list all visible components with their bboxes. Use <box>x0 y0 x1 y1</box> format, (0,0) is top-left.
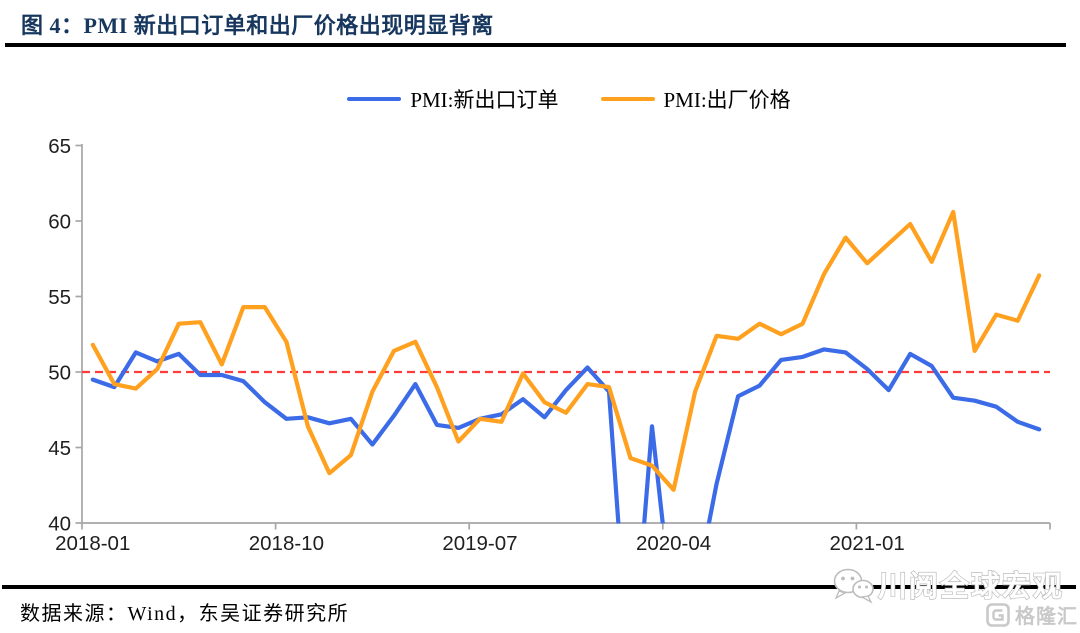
footer-divider <box>2 585 1076 589</box>
svg-text:2021-01: 2021-01 <box>830 532 905 555</box>
wechat-watermark-text: 川阅全球宏观 <box>878 569 1064 603</box>
x-axis: 2018-01 2018-10 2019-07 2020-04 2021-01 <box>55 523 1051 555</box>
svg-text:2018-10: 2018-10 <box>249 532 324 555</box>
legend-swatch-orange <box>600 96 655 102</box>
legend-swatch-blue <box>347 96 402 102</box>
svg-text:40: 40 <box>48 513 71 536</box>
wechat-watermark: 川阅全球宏观 <box>833 568 1064 604</box>
legend-label-factory-price: PMI:出厂价格 <box>663 88 791 112</box>
svg-text:2018-01: 2018-01 <box>55 532 130 555</box>
series-group <box>90 209 1042 524</box>
y-axis: 40 45 50 55 60 65 <box>48 135 82 536</box>
svg-text:65: 65 <box>48 135 71 158</box>
figure-title: 图 4：PMI 新出口订单和出厂价格出现明显背离 <box>21 13 494 38</box>
wechat-icon <box>833 568 874 604</box>
legend-item-new-export-orders: PMI:新出口订单 <box>347 84 559 114</box>
gelonghui-icon <box>986 602 1010 627</box>
series-new-export-orders <box>90 347 1042 524</box>
data-source: 数据来源：Wind，东吴证券研究所 <box>20 603 350 625</box>
gelonghui-logo: 格隆汇 <box>986 600 1078 629</box>
svg-text:2020-04: 2020-04 <box>636 532 711 555</box>
svg-text:60: 60 <box>48 211 71 234</box>
legend-label-new-export-orders: PMI:新出口订单 <box>410 88 559 112</box>
svg-text:2019-07: 2019-07 <box>442 532 517 555</box>
svg-text:50: 50 <box>48 362 71 385</box>
svg-text:45: 45 <box>48 437 71 460</box>
title-divider <box>5 43 1066 47</box>
series-factory-price <box>90 209 1042 492</box>
chart-legend: PMI:新出口订单 PMI:出厂价格 <box>0 84 1080 114</box>
svg-text:55: 55 <box>48 286 71 309</box>
legend-item-factory-price: PMI:出厂价格 <box>600 84 791 114</box>
gelonghui-text: 格隆汇 <box>1015 606 1078 628</box>
